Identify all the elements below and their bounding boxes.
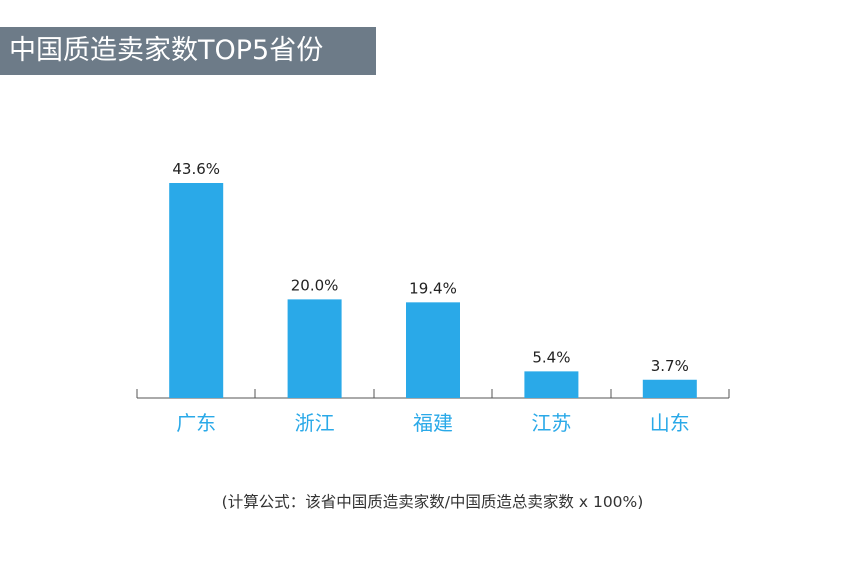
data-label-3: 19.4%: [409, 279, 457, 297]
data-label-2: 20.0%: [291, 276, 339, 294]
data-label-5: 3.7%: [651, 357, 689, 375]
category-label-2: 浙江: [295, 411, 335, 435]
bar-4: [524, 371, 579, 398]
category-label-1: 广东: [176, 411, 216, 435]
data-label-1: 43.6%: [172, 160, 220, 178]
formula-footnote: (计算公式：该省中国质造卖家数/中国质造总卖家数 x 100%): [221, 493, 644, 511]
category-label-5: 山东: [650, 411, 690, 435]
category-label-3: 福建: [413, 411, 453, 435]
bar-2: [287, 299, 342, 398]
category-label-4: 江苏: [531, 411, 571, 435]
data-label-4: 5.4%: [532, 348, 570, 366]
bar-3: [406, 302, 460, 398]
chart-title: 中国质造卖家数TOP5省份: [0, 27, 376, 75]
bar-1: [169, 183, 224, 398]
bar-5: [642, 379, 697, 398]
